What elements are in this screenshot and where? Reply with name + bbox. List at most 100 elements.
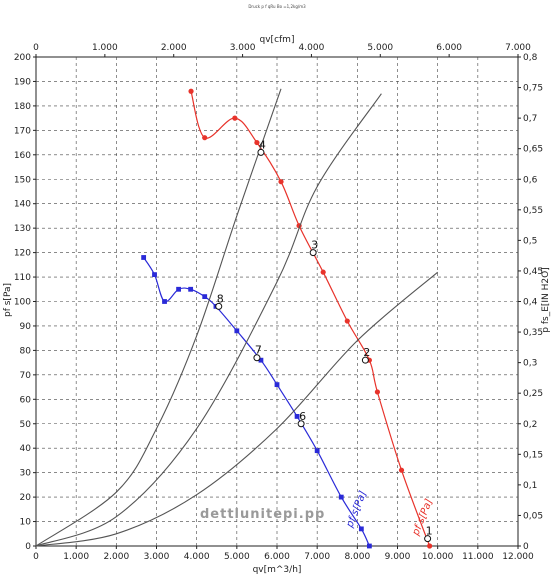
y-right-tick-label: 0,35 bbox=[523, 328, 543, 338]
y-left-tick-label: 150 bbox=[14, 175, 31, 185]
y-left-tick-label: 30 bbox=[20, 469, 32, 479]
y-right-tick-label: 0,7 bbox=[523, 114, 537, 124]
watermark: dettlunitepi.pp bbox=[200, 507, 325, 522]
y-right-tick-label: 0,5 bbox=[523, 236, 537, 246]
y-right-tick-label: 0,75 bbox=[523, 84, 543, 94]
operating-point-label: 4 bbox=[259, 138, 266, 151]
y-left-tick-label: 120 bbox=[14, 249, 31, 259]
y-left-tick-label: 140 bbox=[14, 200, 31, 210]
x-bottom-tick-label: 12.000 bbox=[502, 552, 534, 562]
y-left-tick-label: 200 bbox=[14, 53, 31, 63]
y-right-tick-label: 0,05 bbox=[523, 511, 543, 521]
y-left-tick-label: 160 bbox=[14, 151, 31, 161]
x-bottom-tick-label: 10.000 bbox=[422, 552, 454, 562]
operating-point-label: 2 bbox=[363, 346, 370, 359]
x-bottom-tick-label: 4.000 bbox=[184, 552, 210, 562]
x-bottom-axis-label: qv[m^3/h] bbox=[253, 565, 302, 575]
x-top-tick-label: 0 bbox=[33, 43, 39, 53]
system-curve-3 bbox=[35, 93, 382, 547]
x-top-tick-label: 5.000 bbox=[367, 43, 393, 53]
data-point bbox=[202, 294, 208, 300]
x-top-tick-label: 6.000 bbox=[436, 43, 462, 53]
operating-point-marker bbox=[215, 302, 223, 310]
operating-point-label: 8 bbox=[217, 292, 224, 305]
operating-point-marker bbox=[297, 420, 305, 428]
operating-point-marker bbox=[253, 354, 261, 362]
x-bottom-tick-label: 11.000 bbox=[462, 552, 494, 562]
x-top-tick-label: 2.000 bbox=[161, 43, 187, 53]
y-right-tick-label: 0,15 bbox=[523, 450, 543, 460]
system-curve-4 bbox=[35, 271, 439, 547]
operating-point-marker bbox=[424, 535, 432, 543]
operating-point-marker bbox=[361, 356, 369, 364]
operating-point-label: 6 bbox=[299, 410, 306, 423]
y-left-tick-label: 40 bbox=[20, 444, 32, 454]
y-right-tick-label: 0,25 bbox=[523, 389, 543, 399]
operating-point-label: 1 bbox=[426, 525, 433, 538]
data-point bbox=[188, 286, 194, 292]
y-left-tick-label: 60 bbox=[20, 395, 32, 405]
y-right-tick-label: 0,65 bbox=[523, 145, 543, 155]
y-right-tick-label: 0 bbox=[523, 542, 529, 552]
data-point bbox=[258, 357, 264, 363]
data-point bbox=[232, 115, 238, 121]
data-point bbox=[234, 328, 240, 334]
x-bottom-tick-label: 3.000 bbox=[144, 552, 170, 562]
data-point bbox=[176, 286, 181, 292]
y-left-tick-labels: 0 10 20 30 40 50 60 70 80 90 100 110 120 130 140 150 160… bbox=[14, 53, 36, 552]
data-point bbox=[398, 467, 405, 473]
y-left-axis-label: pf s[Pa] bbox=[3, 283, 13, 317]
operating-points: 1 2 3 4 6 7 8 bbox=[215, 138, 433, 543]
y-right-tick-label: 0,6 bbox=[523, 175, 538, 185]
y-left-tick-label: 50 bbox=[20, 420, 32, 430]
data-point bbox=[152, 272, 157, 278]
y-left-tick-label: 180 bbox=[14, 102, 31, 112]
data-point bbox=[294, 414, 300, 419]
operating-point-marker bbox=[257, 148, 265, 156]
data-point bbox=[162, 299, 167, 304]
y-right-tick-label: 0,1 bbox=[523, 481, 537, 491]
y-right-tick-label: 0,3 bbox=[523, 359, 537, 369]
data-point bbox=[358, 526, 364, 532]
grid-lines bbox=[36, 57, 518, 546]
y-left-tick-label: 0 bbox=[25, 542, 31, 552]
data-point bbox=[278, 179, 284, 185]
x-bottom-tick-label: 0 bbox=[33, 552, 39, 562]
x-bottom-tick-label: 2.000 bbox=[103, 552, 129, 562]
data-point bbox=[274, 382, 280, 388]
x-top-tick-labels: 0 1.000 2.000 3.000 4.000 5.000 6.000 7.000 bbox=[33, 43, 531, 57]
y-left-tick-label: 110 bbox=[14, 273, 31, 283]
y-right-tick-labels: 0 0,05 0,1 0,15 0,2 0,25 0,3 0,35 0,4 0,45 0,5 0,55… bbox=[518, 53, 543, 552]
y-left-tick-label: 130 bbox=[14, 224, 31, 234]
system-curve-2 bbox=[35, 88, 282, 547]
x-bottom-tick-label: 5.000 bbox=[224, 552, 250, 562]
data-point bbox=[366, 543, 372, 549]
x-bottom-tick-label: 8.000 bbox=[344, 552, 370, 562]
x-top-tick-label: 4.000 bbox=[299, 43, 325, 53]
y-right-axis-label: p fs_E[IN H2O] bbox=[541, 267, 551, 332]
x-top-axis-label: qv[cfm] bbox=[260, 35, 295, 45]
x-bottom-tick-label: 7.000 bbox=[304, 552, 330, 562]
x-top-tick-label: 1.000 bbox=[92, 43, 118, 53]
data-point bbox=[202, 135, 208, 141]
y-left-tick-label: 80 bbox=[20, 346, 32, 356]
data-point bbox=[320, 269, 326, 275]
operating-point-marker bbox=[309, 249, 317, 257]
data-point bbox=[141, 255, 147, 260]
data-point bbox=[314, 448, 320, 454]
x-bottom-tick-label: 1.000 bbox=[63, 552, 89, 562]
y-left-tick-label: 90 bbox=[20, 322, 32, 332]
x-bottom-tick-label: 6.000 bbox=[264, 552, 290, 562]
y-right-tick-label: 0,55 bbox=[523, 206, 543, 216]
y-left-tick-label: 100 bbox=[14, 298, 31, 308]
y-right-tick-label: 0,45 bbox=[523, 267, 543, 277]
y-right-tick-label: 0,2 bbox=[523, 420, 537, 430]
data-point bbox=[374, 389, 381, 395]
y-right-tick-label: 0,8 bbox=[523, 53, 538, 63]
data-point bbox=[254, 139, 260, 146]
operating-point-label: 7 bbox=[255, 344, 262, 357]
y-left-tick-label: 170 bbox=[14, 126, 31, 136]
x-top-tick-label: 3.000 bbox=[230, 43, 256, 53]
y-left-tick-label: 190 bbox=[14, 77, 31, 87]
